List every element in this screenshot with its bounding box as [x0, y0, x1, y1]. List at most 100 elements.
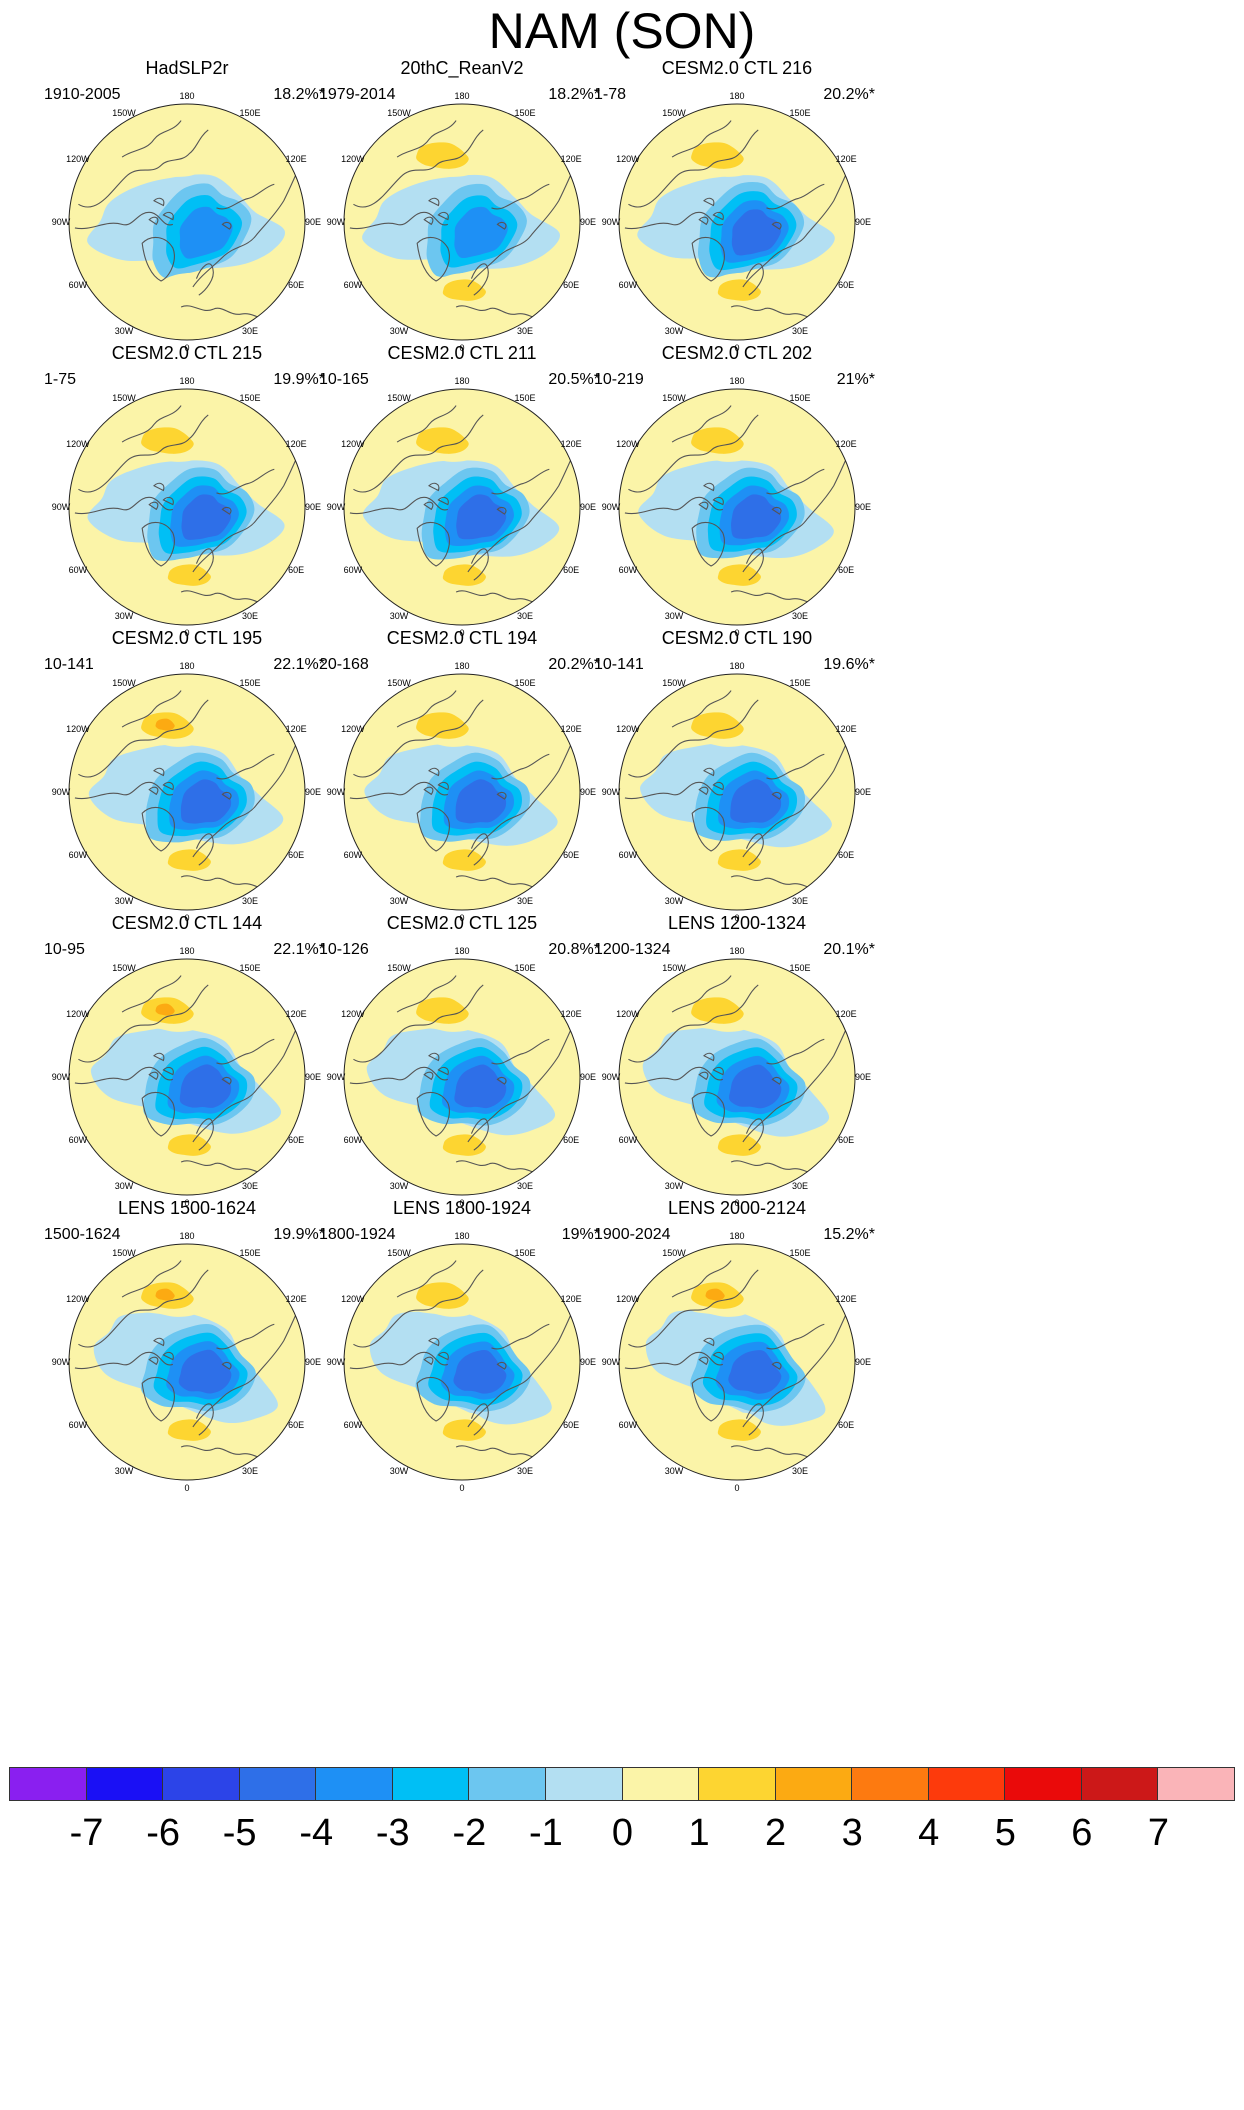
longitude-label: 120E [286, 439, 307, 449]
panel-variance: 19.6%* [823, 656, 875, 673]
longitude-label: 60E [838, 850, 854, 860]
longitude-label: 180 [179, 1231, 194, 1241]
anomaly-field [69, 1244, 305, 1480]
longitude-label: 180 [729, 376, 744, 386]
longitude-label: 180 [454, 376, 469, 386]
longitude-label: 0 [734, 1198, 739, 1208]
longitude-label: 90E [580, 1357, 596, 1367]
map-boundary [343, 388, 581, 626]
coastlines [349, 1260, 576, 1460]
map-panel: 180 150E 120E 90E 60E 30E 0 30W 60W 90W 120W 150W CE… [319, 628, 600, 923]
map-panel: 180 150E 120E 90E 60E 30E 0 30W 60W 90W 120W 150W LE… [319, 1198, 600, 1493]
longitude-label: 150W [387, 108, 411, 118]
contour-level-neg5 [178, 1349, 232, 1394]
longitude-label: 120W [66, 154, 90, 164]
colorbar-tick-label: 6 [1071, 1812, 1093, 1854]
longitude-label: 60E [288, 565, 304, 575]
panel-variance: 20.2%* [823, 86, 875, 103]
panel-variance: 22.1%* [273, 941, 325, 958]
pacific-positive-peak [155, 718, 175, 731]
longitude-label: 180 [179, 661, 194, 671]
anomaly-field [619, 674, 855, 910]
map-boundary [343, 103, 581, 341]
longitude-label: 90W [602, 217, 621, 227]
coastlines [624, 1260, 851, 1460]
longitude-label: 60E [563, 565, 579, 575]
panel-variance: 20.8%* [548, 941, 600, 958]
coastlines [349, 690, 576, 890]
contour-level-neg5 [454, 1064, 507, 1109]
longitude-label: 120W [341, 1294, 365, 1304]
longitude-label: 60W [619, 565, 638, 575]
map-boundary [618, 673, 856, 911]
longitude-label: 120E [836, 724, 857, 734]
longitude-label: 30E [517, 611, 533, 621]
map-boundary [618, 388, 856, 626]
panel-period: 1910-2005 [44, 86, 121, 103]
longitude-label: 30E [242, 1181, 258, 1191]
longitude-label: 60W [69, 850, 88, 860]
contour-level-neg5 [731, 494, 782, 539]
longitude-label: 30W [390, 896, 409, 906]
colorbar-tick-label: 0 [611, 1812, 634, 1854]
longitude-label: 180 [179, 946, 194, 956]
anomaly-field [69, 959, 305, 1195]
longitude-label: 150E [789, 963, 810, 973]
colorbar-box [621, 1767, 700, 1801]
longitude-label: 120E [561, 1294, 582, 1304]
panel-period: 10-141 [594, 656, 644, 673]
longitude-label: 150E [239, 963, 260, 973]
longitude-label: 150W [387, 678, 411, 688]
longitude-label: 60E [288, 280, 304, 290]
longitude-label: 0 [459, 913, 464, 923]
panel-variance: 21%* [837, 371, 875, 388]
longitude-label: 90E [855, 787, 871, 797]
longitude-label: 30W [390, 611, 409, 621]
longitude-label: 60W [344, 565, 363, 575]
longitude-label: 150W [112, 108, 136, 118]
colorbar-tick-label: 5 [994, 1812, 1016, 1854]
longitude-label: 30E [242, 1466, 258, 1476]
panel-title: 20thC_ReanV2 [400, 58, 523, 79]
anomaly-field [344, 1244, 580, 1480]
longitude-label: 90E [305, 787, 321, 797]
atlantic-positive-core [717, 279, 761, 301]
longitude-label: 150W [662, 678, 686, 688]
map-panel: 180 150E 120E 90E 60E 30E 0 30W 60W 90W 120W 150W CE… [44, 628, 325, 923]
pacific-positive-core [691, 997, 744, 1024]
longitude-label: 30E [792, 896, 808, 906]
coastlines [624, 975, 851, 1175]
longitude-label: 60W [619, 1420, 638, 1430]
longitude-label: 30E [517, 326, 533, 336]
longitude-label: 0 [734, 343, 739, 353]
longitude-label: 30E [517, 1466, 533, 1476]
longitude-label: 180 [179, 376, 194, 386]
colorbar-tick-label: -7 [69, 1812, 104, 1854]
longitude-label: 60W [69, 565, 88, 575]
atlantic-positive-core [717, 1419, 761, 1441]
longitude-label: 30E [792, 1466, 808, 1476]
longitude-label: 150E [789, 678, 810, 688]
longitude-label: 30E [517, 896, 533, 906]
longitude-label: 180 [454, 1231, 469, 1241]
longitude-label: 0 [184, 913, 189, 923]
longitude-label: 30W [665, 896, 684, 906]
longitude-label: 120W [66, 724, 90, 734]
panel-title: LENS 1500-1624 [118, 1198, 256, 1218]
longitude-label: 90W [52, 502, 71, 512]
longitude-label: 120E [561, 439, 582, 449]
panel-variance: 19.9%* [273, 1226, 325, 1243]
panel-title: CESM2.0 CTL 216 [662, 58, 812, 78]
colorbar-labels: -7 -6 -5 -4 -3 -2 -1 0 1 2 3 4 5 6 7 [10, 1810, 1235, 1860]
longitude-label: 150W [112, 393, 136, 403]
coastlines [349, 975, 576, 1175]
longitude-label: 60E [838, 280, 854, 290]
pacific-positive-lobe [130, 135, 209, 177]
longitude-label: 150E [514, 963, 535, 973]
longitude-label: 90W [602, 1072, 621, 1082]
longitude-label: 150E [789, 108, 810, 118]
map-boundary [68, 103, 306, 341]
panel-variance: 20.2%* [548, 656, 600, 673]
longitude-label: 60W [619, 1135, 638, 1145]
coastlines [74, 975, 301, 1175]
